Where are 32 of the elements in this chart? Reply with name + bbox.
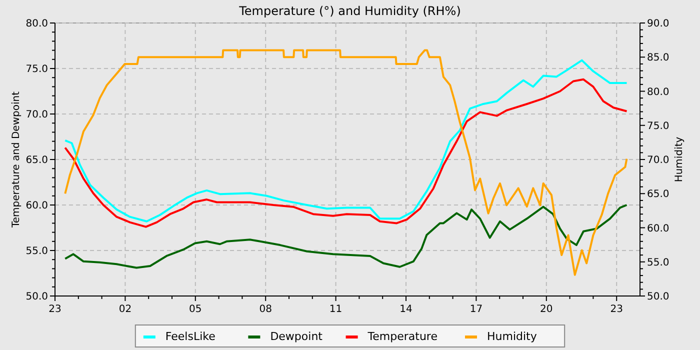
y-tick-label: 70.0 — [26, 110, 48, 120]
x-tick-label: 14 — [400, 304, 412, 315]
y2-tick-label: 60.0 — [647, 223, 670, 234]
x-tick-label: 08 — [259, 304, 272, 315]
y-tick-label: 50.0 — [26, 292, 48, 302]
y-tick-label: 75.0 — [26, 64, 48, 75]
legend-label: FeelsLike — [165, 330, 216, 343]
y2-tick-label: 55.0 — [647, 257, 670, 268]
y-tick-label: 60.0 — [26, 200, 48, 212]
x-tick-label: 11 — [329, 304, 342, 315]
chart-title: Temperature (°) and Humidity (RH%) — [238, 4, 461, 18]
y2-tick-label: 80.0 — [647, 86, 670, 98]
y-tick-label: 65.0 — [26, 155, 48, 166]
y-tick-label: 80.0 — [26, 18, 48, 30]
y-axis-title: Temperature and Dewpoint — [11, 91, 22, 229]
x-tick-label: 17 — [470, 304, 483, 315]
x-tick-label: 05 — [189, 304, 202, 315]
y2-tick-label: 85.0 — [647, 52, 670, 64]
y2-axis-title: Humidity — [674, 136, 685, 182]
y2-tick-label: 90.0 — [647, 18, 670, 30]
x-tick-label: 23 — [610, 304, 623, 315]
legend-label: Temperature — [366, 330, 438, 343]
x-tick-label: 20 — [540, 304, 553, 315]
y2-tick-label: 65.0 — [647, 189, 670, 200]
y2-tick-label: 70.0 — [647, 155, 670, 166]
y-tick-label: 55.0 — [26, 246, 48, 257]
x-tick-label: 02 — [118, 304, 132, 315]
y2-tick-label: 75.0 — [647, 120, 670, 132]
legend-label: Dewpoint — [270, 330, 324, 343]
y2-tick-label: 50.0 — [647, 292, 670, 302]
x-tick-label: 23 — [48, 304, 62, 315]
legend-label: Humidity — [487, 330, 538, 343]
